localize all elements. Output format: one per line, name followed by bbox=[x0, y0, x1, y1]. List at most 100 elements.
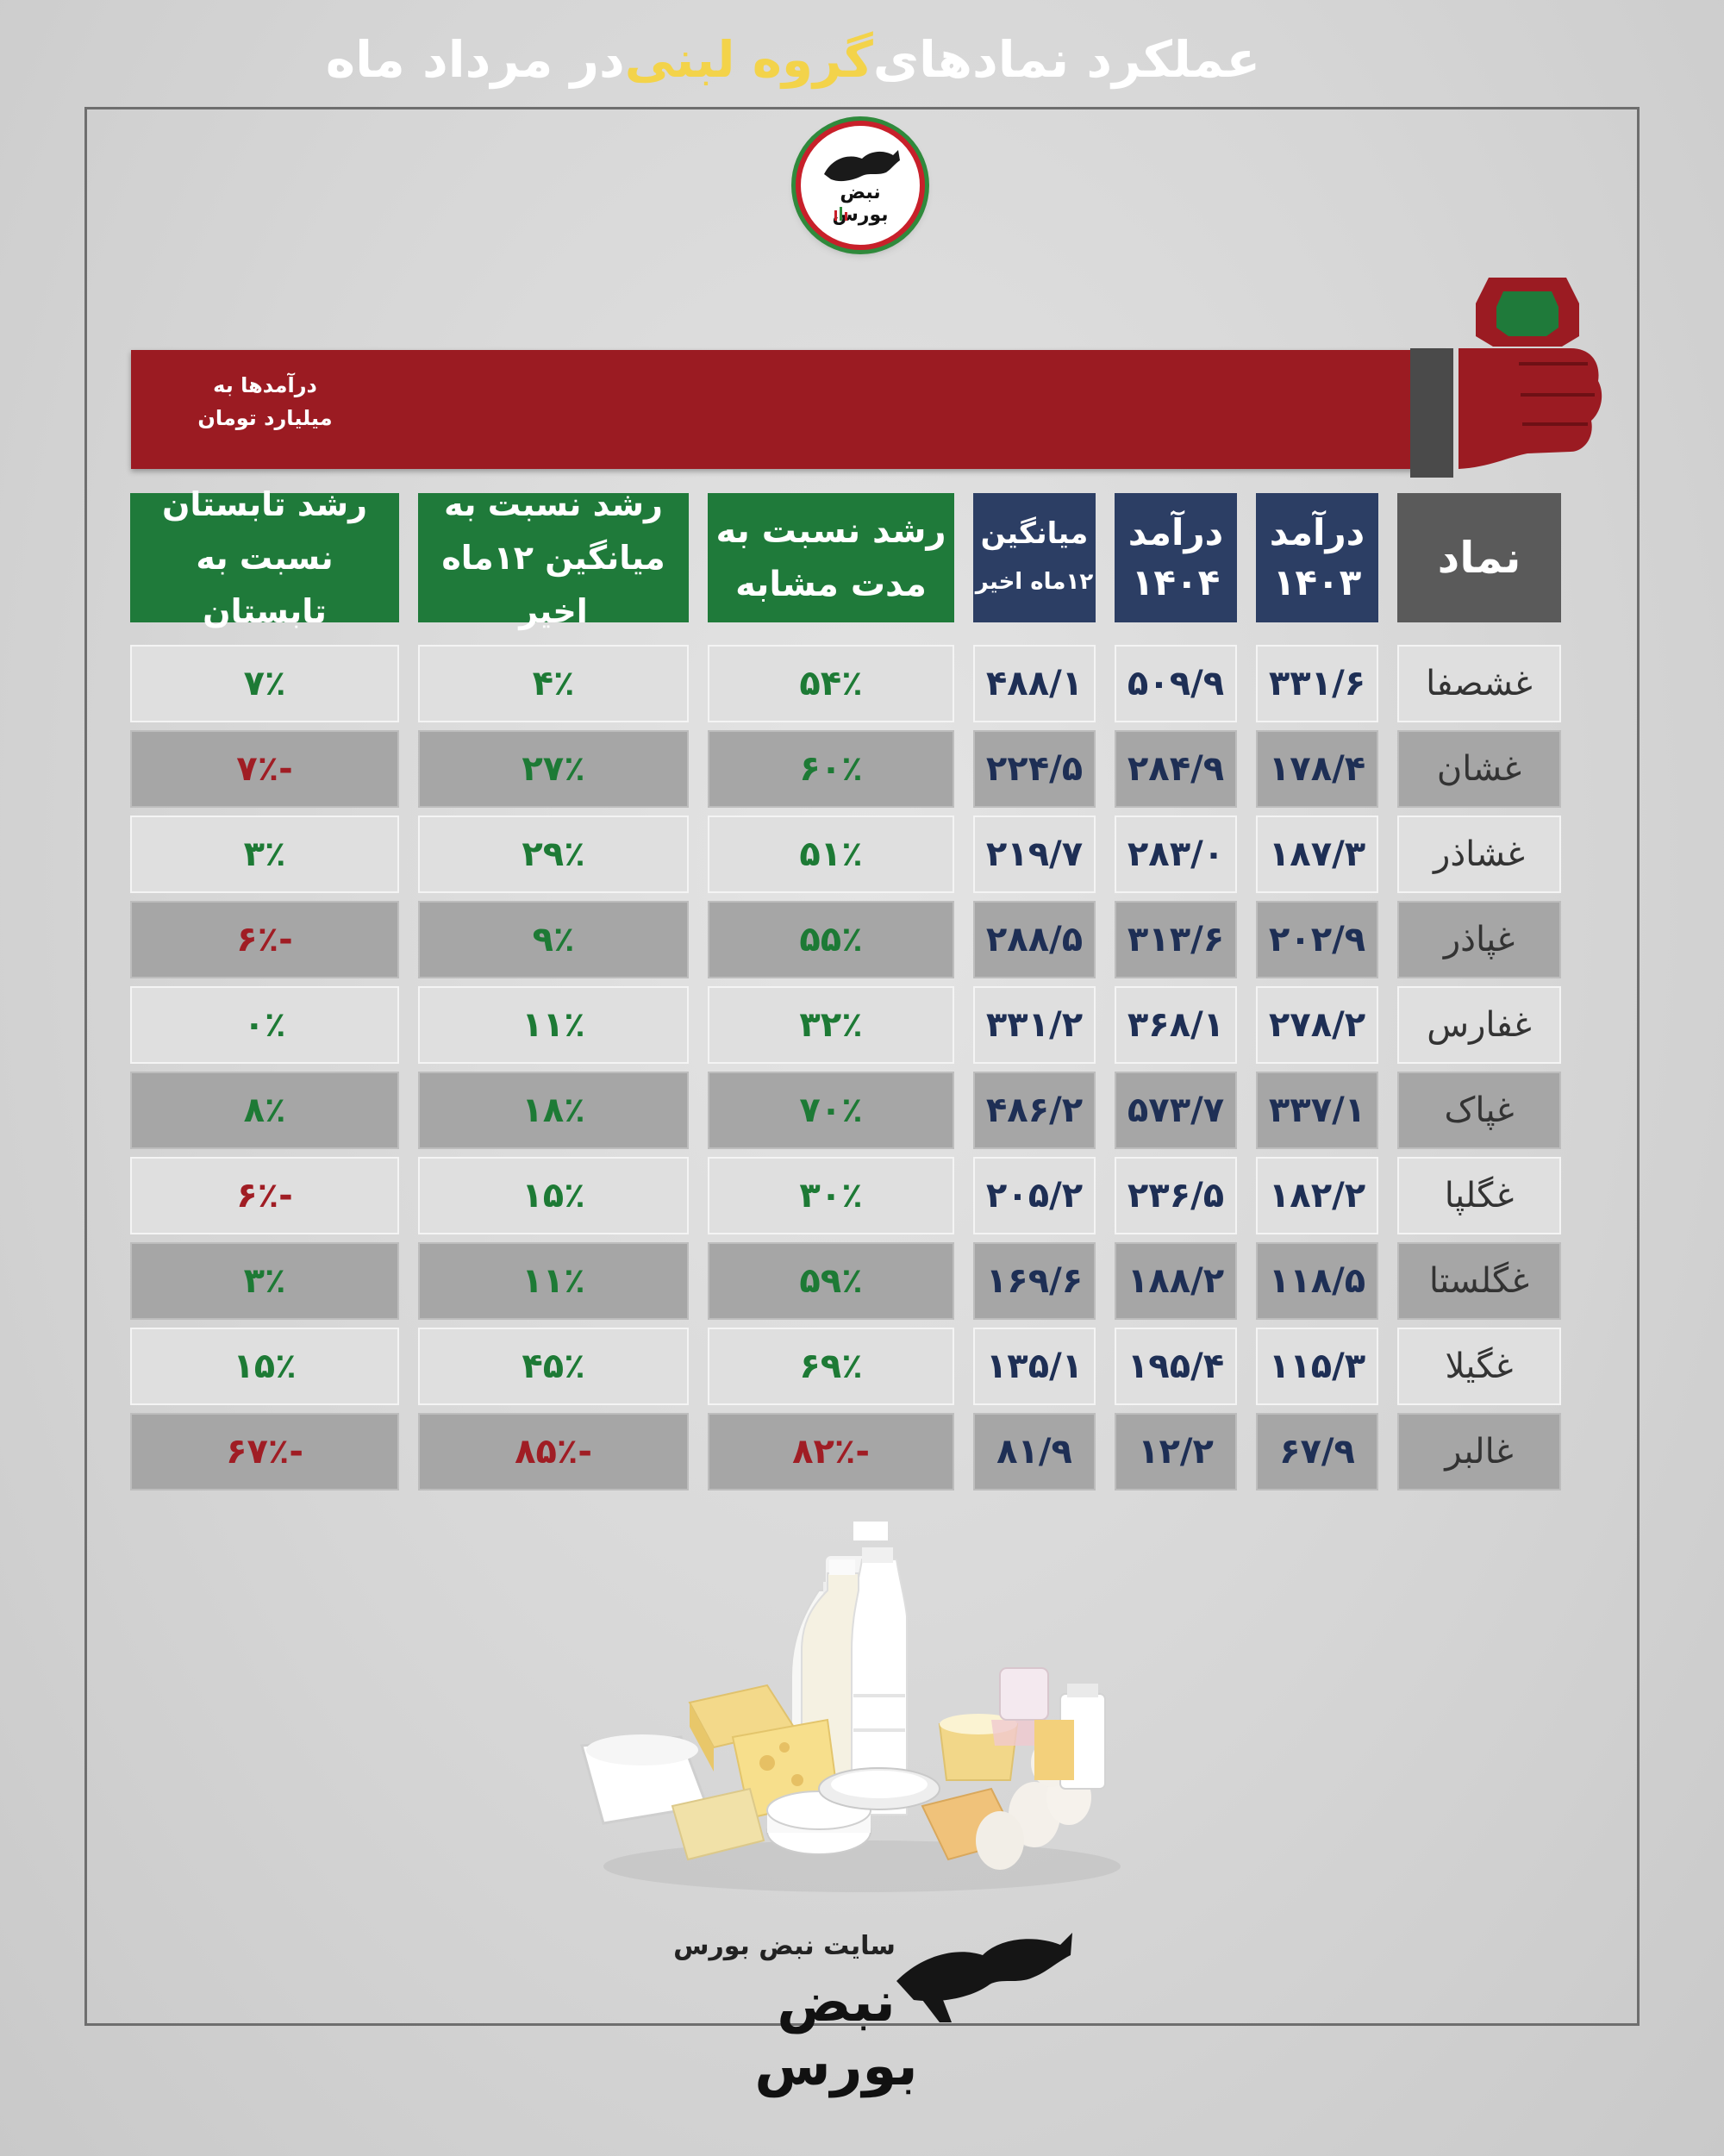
cell-growth-summer: ۳٪ bbox=[130, 816, 399, 893]
cell-growth-yoy-value: ۵۴٪ bbox=[799, 664, 863, 703]
cell-symbol-value: غفارس bbox=[1427, 1005, 1532, 1045]
svg-text:نبض: نبض bbox=[840, 182, 880, 203]
cell-symbol: غشان bbox=[1397, 730, 1561, 808]
cell-growth-avg: ۲۹٪ bbox=[418, 816, 689, 893]
cell-avg-12m-value: ۴۸۸/۱ bbox=[985, 664, 1084, 703]
cell-avg-12m: ۱۶۹/۶ bbox=[973, 1242, 1096, 1320]
cell-avg-12m-value: ۱۳۵/۱ bbox=[985, 1347, 1084, 1386]
cell-revenue-1404: ۱۹۵/۴ bbox=[1115, 1328, 1237, 1405]
cell-growth-avg-value: ۲۷٪ bbox=[522, 749, 585, 789]
cell-revenue-1404: ۲۸۳/۰ bbox=[1115, 816, 1237, 893]
cell-symbol-value: غشاذر bbox=[1434, 834, 1525, 874]
unit-note-line-1: درآمدها به bbox=[213, 373, 317, 397]
cell-revenue-1403-value: ۳۳۱/۶ bbox=[1268, 664, 1366, 703]
cell-growth-yoy: ۷۰٪ bbox=[708, 1072, 954, 1149]
cell-revenue-1404-value: ۳۱۳/۶ bbox=[1127, 920, 1225, 959]
cell-growth-avg: ۴٪ bbox=[418, 645, 689, 722]
cell-revenue-1404: ۳۱۳/۶ bbox=[1115, 901, 1237, 978]
cell-revenue-1404: ۲۳۶/۵ bbox=[1115, 1157, 1237, 1234]
cell-growth-yoy: -۸۲٪ bbox=[708, 1413, 954, 1490]
cell-growth-yoy-value: ۵۹٪ bbox=[799, 1261, 863, 1301]
cell-revenue-1403: ۳۳۷/۱ bbox=[1256, 1072, 1378, 1149]
cell-avg-12m: ۴۸۸/۱ bbox=[973, 645, 1096, 722]
cell-growth-yoy-value: ۵۵٪ bbox=[799, 920, 863, 959]
cell-revenue-1404-value: ۲۸۳/۰ bbox=[1127, 834, 1225, 874]
cell-growth-yoy-value: ۵۱٪ bbox=[799, 834, 863, 874]
cell-growth-yoy-value: ۳۲٪ bbox=[799, 1005, 863, 1045]
cell-revenue-1404: ۱۸۸/۲ bbox=[1115, 1242, 1237, 1320]
cell-growth-summer-value: ۸٪ bbox=[243, 1090, 286, 1130]
cell-growth-yoy-value: ۶۰٪ bbox=[799, 749, 863, 789]
cell-revenue-1404-value: ۲۳۶/۵ bbox=[1127, 1176, 1225, 1215]
cell-growth-summer: ۸٪ bbox=[130, 1072, 399, 1149]
cell-growth-avg-value: ۱۵٪ bbox=[522, 1176, 585, 1215]
header-growth-yoy: رشد نسبت به مدت مشابه bbox=[708, 493, 954, 622]
header-revenue-1403: درآمد ۱۴۰۳ bbox=[1256, 493, 1378, 622]
cell-symbol-value: غپاذر bbox=[1443, 920, 1515, 959]
content-frame bbox=[84, 107, 1640, 2026]
cell-revenue-1404: ۱۲/۲ bbox=[1115, 1413, 1237, 1490]
cell-growth-avg: ۴۵٪ bbox=[418, 1328, 689, 1405]
cell-avg-12m: ۲۰۵/۲ bbox=[973, 1157, 1096, 1234]
cell-avg-12m: ۲۸۸/۵ bbox=[973, 901, 1096, 978]
cell-growth-summer-value: -۷٪ bbox=[236, 749, 293, 789]
cell-revenue-1403: ۲۰۲/۹ bbox=[1256, 901, 1378, 978]
cell-growth-avg: ۱۵٪ bbox=[418, 1157, 689, 1234]
bull-icon: نبض بورس bbox=[824, 150, 900, 226]
cell-revenue-1403-value: ۱۱۵/۳ bbox=[1268, 1347, 1366, 1386]
cell-growth-summer: -۶٪ bbox=[130, 901, 399, 978]
cell-growth-summer: ۷٪ bbox=[130, 645, 399, 722]
cell-avg-12m-value: ۱۶۹/۶ bbox=[985, 1261, 1084, 1301]
cell-growth-yoy: ۵۱٪ bbox=[708, 816, 954, 893]
cell-revenue-1404-value: ۵۷۳/۷ bbox=[1127, 1090, 1225, 1130]
cell-avg-12m: ۱۳۵/۱ bbox=[973, 1328, 1096, 1405]
cell-avg-12m: ۲۱۹/۷ bbox=[973, 816, 1096, 893]
cell-growth-yoy: ۵۵٪ bbox=[708, 901, 954, 978]
cell-growth-yoy: ۵۹٪ bbox=[708, 1242, 954, 1320]
cell-revenue-1403-value: ۶۷/۹ bbox=[1279, 1432, 1355, 1472]
cell-growth-avg-value: ۱۸٪ bbox=[522, 1090, 585, 1130]
cell-symbol-value: غشان bbox=[1436, 749, 1522, 789]
cell-growth-summer: -۷٪ bbox=[130, 730, 399, 808]
cell-growth-summer-value: ۰٪ bbox=[243, 1005, 286, 1045]
cell-symbol: غگلپا bbox=[1397, 1157, 1561, 1234]
cell-symbol: غپاک bbox=[1397, 1072, 1561, 1149]
cell-revenue-1403-value: ۱۸۲/۲ bbox=[1268, 1176, 1366, 1215]
cell-revenue-1403: ۲۷۸/۲ bbox=[1256, 986, 1378, 1064]
cell-revenue-1403-value: ۱۷۸/۴ bbox=[1268, 749, 1366, 789]
cell-growth-yoy: ۳۲٪ bbox=[708, 986, 954, 1064]
cell-revenue-1403: ۱۸۲/۲ bbox=[1256, 1157, 1378, 1234]
cell-growth-avg: ۹٪ bbox=[418, 901, 689, 978]
cell-revenue-1403: ۱۸۷/۳ bbox=[1256, 816, 1378, 893]
cell-avg-12m-value: ۲۸۸/۵ bbox=[985, 920, 1084, 959]
cell-growth-summer-value: -۶٪ bbox=[236, 1176, 293, 1215]
dairy-products-illustration bbox=[580, 1522, 1121, 1892]
cell-symbol-value: غگیلا bbox=[1445, 1347, 1514, 1386]
cell-growth-summer: -۶۷٪ bbox=[130, 1413, 399, 1490]
cell-growth-avg: ۱۱٪ bbox=[418, 1242, 689, 1320]
cell-symbol: غگلستا bbox=[1397, 1242, 1561, 1320]
cell-symbol-value: غگلستا bbox=[1428, 1261, 1530, 1301]
cell-growth-yoy: ۳۰٪ bbox=[708, 1157, 954, 1234]
cell-growth-avg-value: ۲۹٪ bbox=[522, 834, 585, 874]
cell-growth-avg: ۱۸٪ bbox=[418, 1072, 689, 1149]
cell-revenue-1403-value: ۱۸۷/۳ bbox=[1268, 834, 1366, 874]
cell-growth-avg-value: ۴٪ bbox=[532, 664, 575, 703]
header-growth-avg: رشد نسبت به میانگین ۱۲ماه اخیر bbox=[418, 485, 689, 630]
cell-avg-12m-value: ۴۸۶/۲ bbox=[985, 1090, 1084, 1130]
cell-avg-12m-value: ۳۳۱/۲ bbox=[985, 1005, 1084, 1045]
cell-symbol-value: غگلپا bbox=[1444, 1176, 1515, 1215]
cell-revenue-1403-value: ۳۳۷/۱ bbox=[1268, 1090, 1366, 1130]
cell-growth-yoy-value: ۶۹٪ bbox=[799, 1347, 863, 1386]
cell-symbol: غالبر bbox=[1397, 1413, 1561, 1490]
cell-growth-avg-value: ۱۱٪ bbox=[522, 1261, 585, 1301]
cell-growth-summer: -۶٪ bbox=[130, 1157, 399, 1234]
page-title: عملکرد نمادهای گروه لبنی در مرداد ماه bbox=[241, 0, 1345, 119]
cell-revenue-1404-value: ۲۸۴/۹ bbox=[1127, 749, 1225, 789]
cell-symbol-value: غشصفا bbox=[1426, 664, 1533, 703]
cell-growth-summer-value: ۳٪ bbox=[243, 834, 286, 874]
cell-revenue-1403: ۱۱۸/۵ bbox=[1256, 1242, 1378, 1320]
cell-avg-12m-value: ۲۲۴/۵ bbox=[985, 749, 1084, 789]
cell-avg-12m-value: ۸۱/۹ bbox=[996, 1432, 1072, 1472]
cell-growth-avg-value: -۸۵٪ bbox=[515, 1432, 592, 1472]
